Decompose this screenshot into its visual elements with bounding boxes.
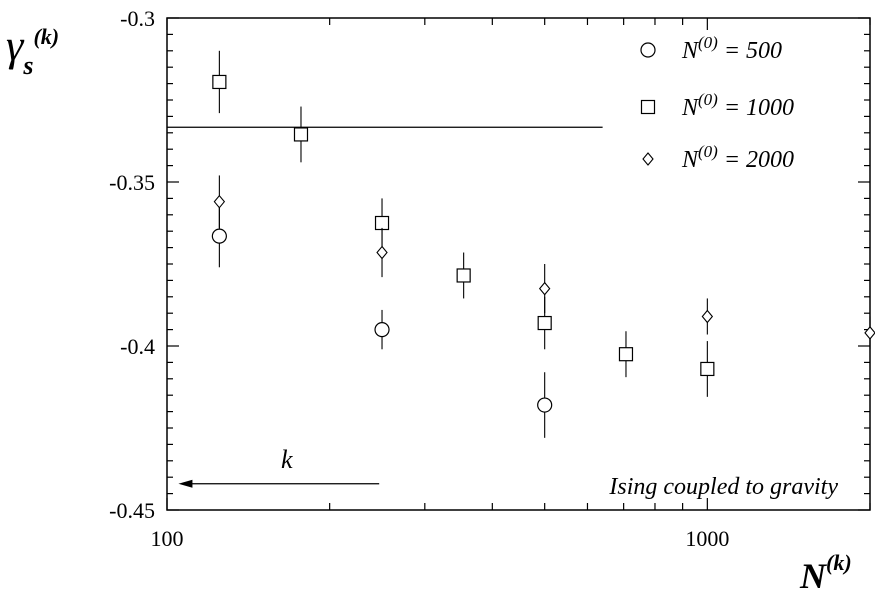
y-axis-title: γs(k): [6, 21, 59, 80]
y-tick-label: -0.35: [109, 170, 155, 195]
direction-arrow: k: [178, 445, 380, 488]
x-axis-title-main: N: [799, 556, 828, 596]
y-axis-title-sup: (k): [33, 24, 59, 49]
legend-marker-diamond: [642, 152, 654, 166]
x-tick-label: 1000: [685, 526, 729, 551]
square-point: [618, 347, 634, 362]
legend-entry-rest: = 1000: [718, 95, 794, 121]
diamond-point: [376, 245, 388, 260]
x-axis-title-sup: (k): [826, 550, 852, 575]
legend-entry: N(0) = 2000: [681, 142, 794, 173]
legend-entry-main: N: [681, 95, 700, 121]
y-axis-title-main: γ: [6, 21, 25, 70]
circle-point: [374, 322, 390, 338]
arrow-label: k: [281, 445, 293, 474]
square-point: [374, 215, 390, 231]
square-point: [293, 127, 309, 142]
y-tick-label: -0.4: [120, 334, 155, 359]
x-axis-title: N(k): [799, 550, 852, 596]
legend-entry-sup: (0): [698, 33, 718, 52]
annotation-text: Ising coupled to gravity: [608, 474, 838, 500]
diamond-point: [701, 309, 714, 324]
diamond-point: [864, 326, 875, 340]
legend-marker-square: [640, 99, 656, 115]
arrow-head: [178, 479, 193, 488]
legend-entry: N(0) = 1000: [681, 90, 794, 121]
legend-entry-sup: (0): [698, 142, 718, 161]
square-point: [700, 361, 715, 377]
legend-entry-rest: = 2000: [718, 147, 794, 173]
y-axis-title-sub: s: [22, 51, 33, 80]
square-point: [212, 74, 227, 90]
diamond-point: [213, 194, 226, 209]
axis-ticks: [166, 17, 871, 511]
square-point: [456, 268, 471, 283]
diamond-point: [538, 281, 551, 296]
plot-frame: [166, 17, 871, 511]
legend-entry-main: N: [681, 38, 700, 64]
y-tick-label: -0.3: [120, 6, 155, 31]
legend-marker-circle: [640, 42, 656, 58]
square-point: [537, 315, 552, 331]
legend-entry-sup: (0): [698, 90, 718, 109]
x-tick-label: 100: [151, 526, 184, 551]
data-points: [211, 50, 875, 438]
axis-tick-labels: -0.45 -0.4 -0.35 -0.3 100 1000: [109, 6, 729, 551]
legend-entry-main: N: [681, 147, 700, 173]
circle-point: [537, 397, 553, 413]
circle-point: [211, 228, 227, 244]
legend-entry: N(0) = 500: [681, 33, 782, 64]
legend-entry-rest: = 500: [718, 38, 782, 64]
y-tick-label: -0.45: [109, 498, 155, 523]
